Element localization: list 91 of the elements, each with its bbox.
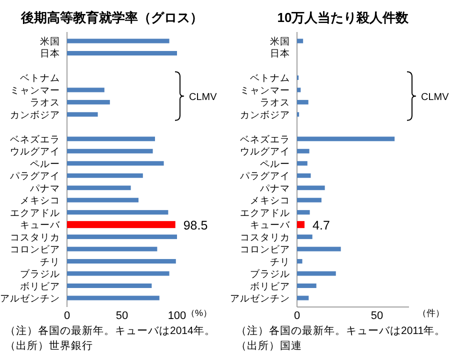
y-tick-label: ミャンマー [240,85,290,96]
bar [297,186,325,190]
y-tick-label: ブラジル [250,268,290,280]
bar [297,210,310,215]
x-tick-label: 0 [294,310,300,322]
bar [297,271,336,276]
bar [67,284,152,288]
y-tick-label: ウルグアイ [240,146,290,158]
bar [67,88,104,92]
bar [67,271,170,276]
y-tick-label: ボリビア [20,281,60,292]
y-tick-label: パラグアイ [239,171,290,182]
x-tick-label: 50 [370,310,384,322]
y-tick-label: ボリビア [250,281,290,292]
text: （注）各国の最新年。キューバは2011年。 [236,324,446,337]
bar [67,210,168,215]
y-tick-label: パナマ [259,183,290,194]
x-axis-title: （件） [418,308,444,318]
x-axis-title: （%） [186,308,212,318]
text: （出所）国連 [236,339,302,352]
bar [297,284,316,288]
bar [67,38,170,44]
y-tick-label: コスタリカ [240,232,290,244]
y-tick-label: 米国 [40,36,60,48]
text: CLMV [421,92,450,104]
y-tick-label: ミャンマー [10,85,60,96]
data-label: 4.7 [312,218,330,233]
bar [297,259,302,264]
bar [67,112,98,117]
y-tick-label: コロンビア [240,244,290,256]
y-tick-label: メキシコ [250,196,290,207]
y-tick-label: カンボジア [10,110,60,121]
y-tick-label: キューバ [20,220,61,232]
x-tick-label: 50 [116,310,128,322]
y-tick-label: アルゼンチン [0,294,60,304]
y-tick-label: コロンビア [10,244,60,256]
y-tick-label: ベネズエラ [10,133,60,146]
y-tick-label: ペルー [30,158,60,170]
y-tick-label: 米国 [270,36,290,48]
bar [67,50,177,56]
bar [297,136,395,142]
bar [297,148,310,154]
y-tick-label: エクアドル [10,208,60,219]
bar [67,198,138,202]
chart-title: 後期高等教育就学率（グロス） [20,10,203,25]
y-tick-label: カンボジア [240,110,290,121]
bar [297,88,301,92]
bar [67,259,176,264]
y-tick-label: コスタリカ [10,232,60,244]
bar [67,246,158,252]
y-tick-label: ラオス [260,98,290,109]
y-tick-label: エクアドル [240,208,290,219]
bar [297,198,322,202]
y-tick-label: ペルー [260,158,290,170]
y-tick-label: チリ [40,256,60,268]
x-tick-label: 0 [64,310,70,322]
bar [297,38,304,44]
bar [297,234,312,240]
y-tick-label: アルゼンチン [230,294,290,304]
y-tick-label: ベトナム [250,73,290,84]
bar [67,148,153,154]
y-tick-label: ラオス [30,98,60,109]
bar [297,100,308,104]
bar [67,186,131,190]
y-tick-label: 日本 [270,48,290,60]
bar [297,246,341,252]
data-label: 98.5 [183,218,208,233]
y-tick-label: ベトナム [20,73,60,84]
bar [67,136,155,142]
bar [67,161,164,166]
y-tick-label: パナマ [29,183,60,194]
y-tick-label: ブラジル [20,268,60,280]
bar [67,234,177,240]
bar [67,100,110,104]
text: CLMV [189,92,218,104]
bar [297,296,309,300]
y-tick-label: 日本 [40,48,60,60]
y-tick-label: ウルグアイ [10,146,60,158]
y-tick-label: メキシコ [20,196,60,207]
bar [67,296,160,300]
chart-title: 10万人当たり殺人件数 [277,10,410,25]
text: （出所）世界銀行 [5,339,93,352]
bar [67,173,143,178]
x-tick-label: 100 [168,310,186,322]
y-tick-label: キューバ [250,220,291,232]
y-tick-label: チリ [270,256,290,268]
y-tick-label: ベネズエラ [240,133,290,146]
text: （注）各国の最新年。キューバは2014年。 [5,324,216,337]
bar [297,173,311,178]
y-tick-label: パラグアイ [9,171,60,182]
bar [297,161,308,166]
